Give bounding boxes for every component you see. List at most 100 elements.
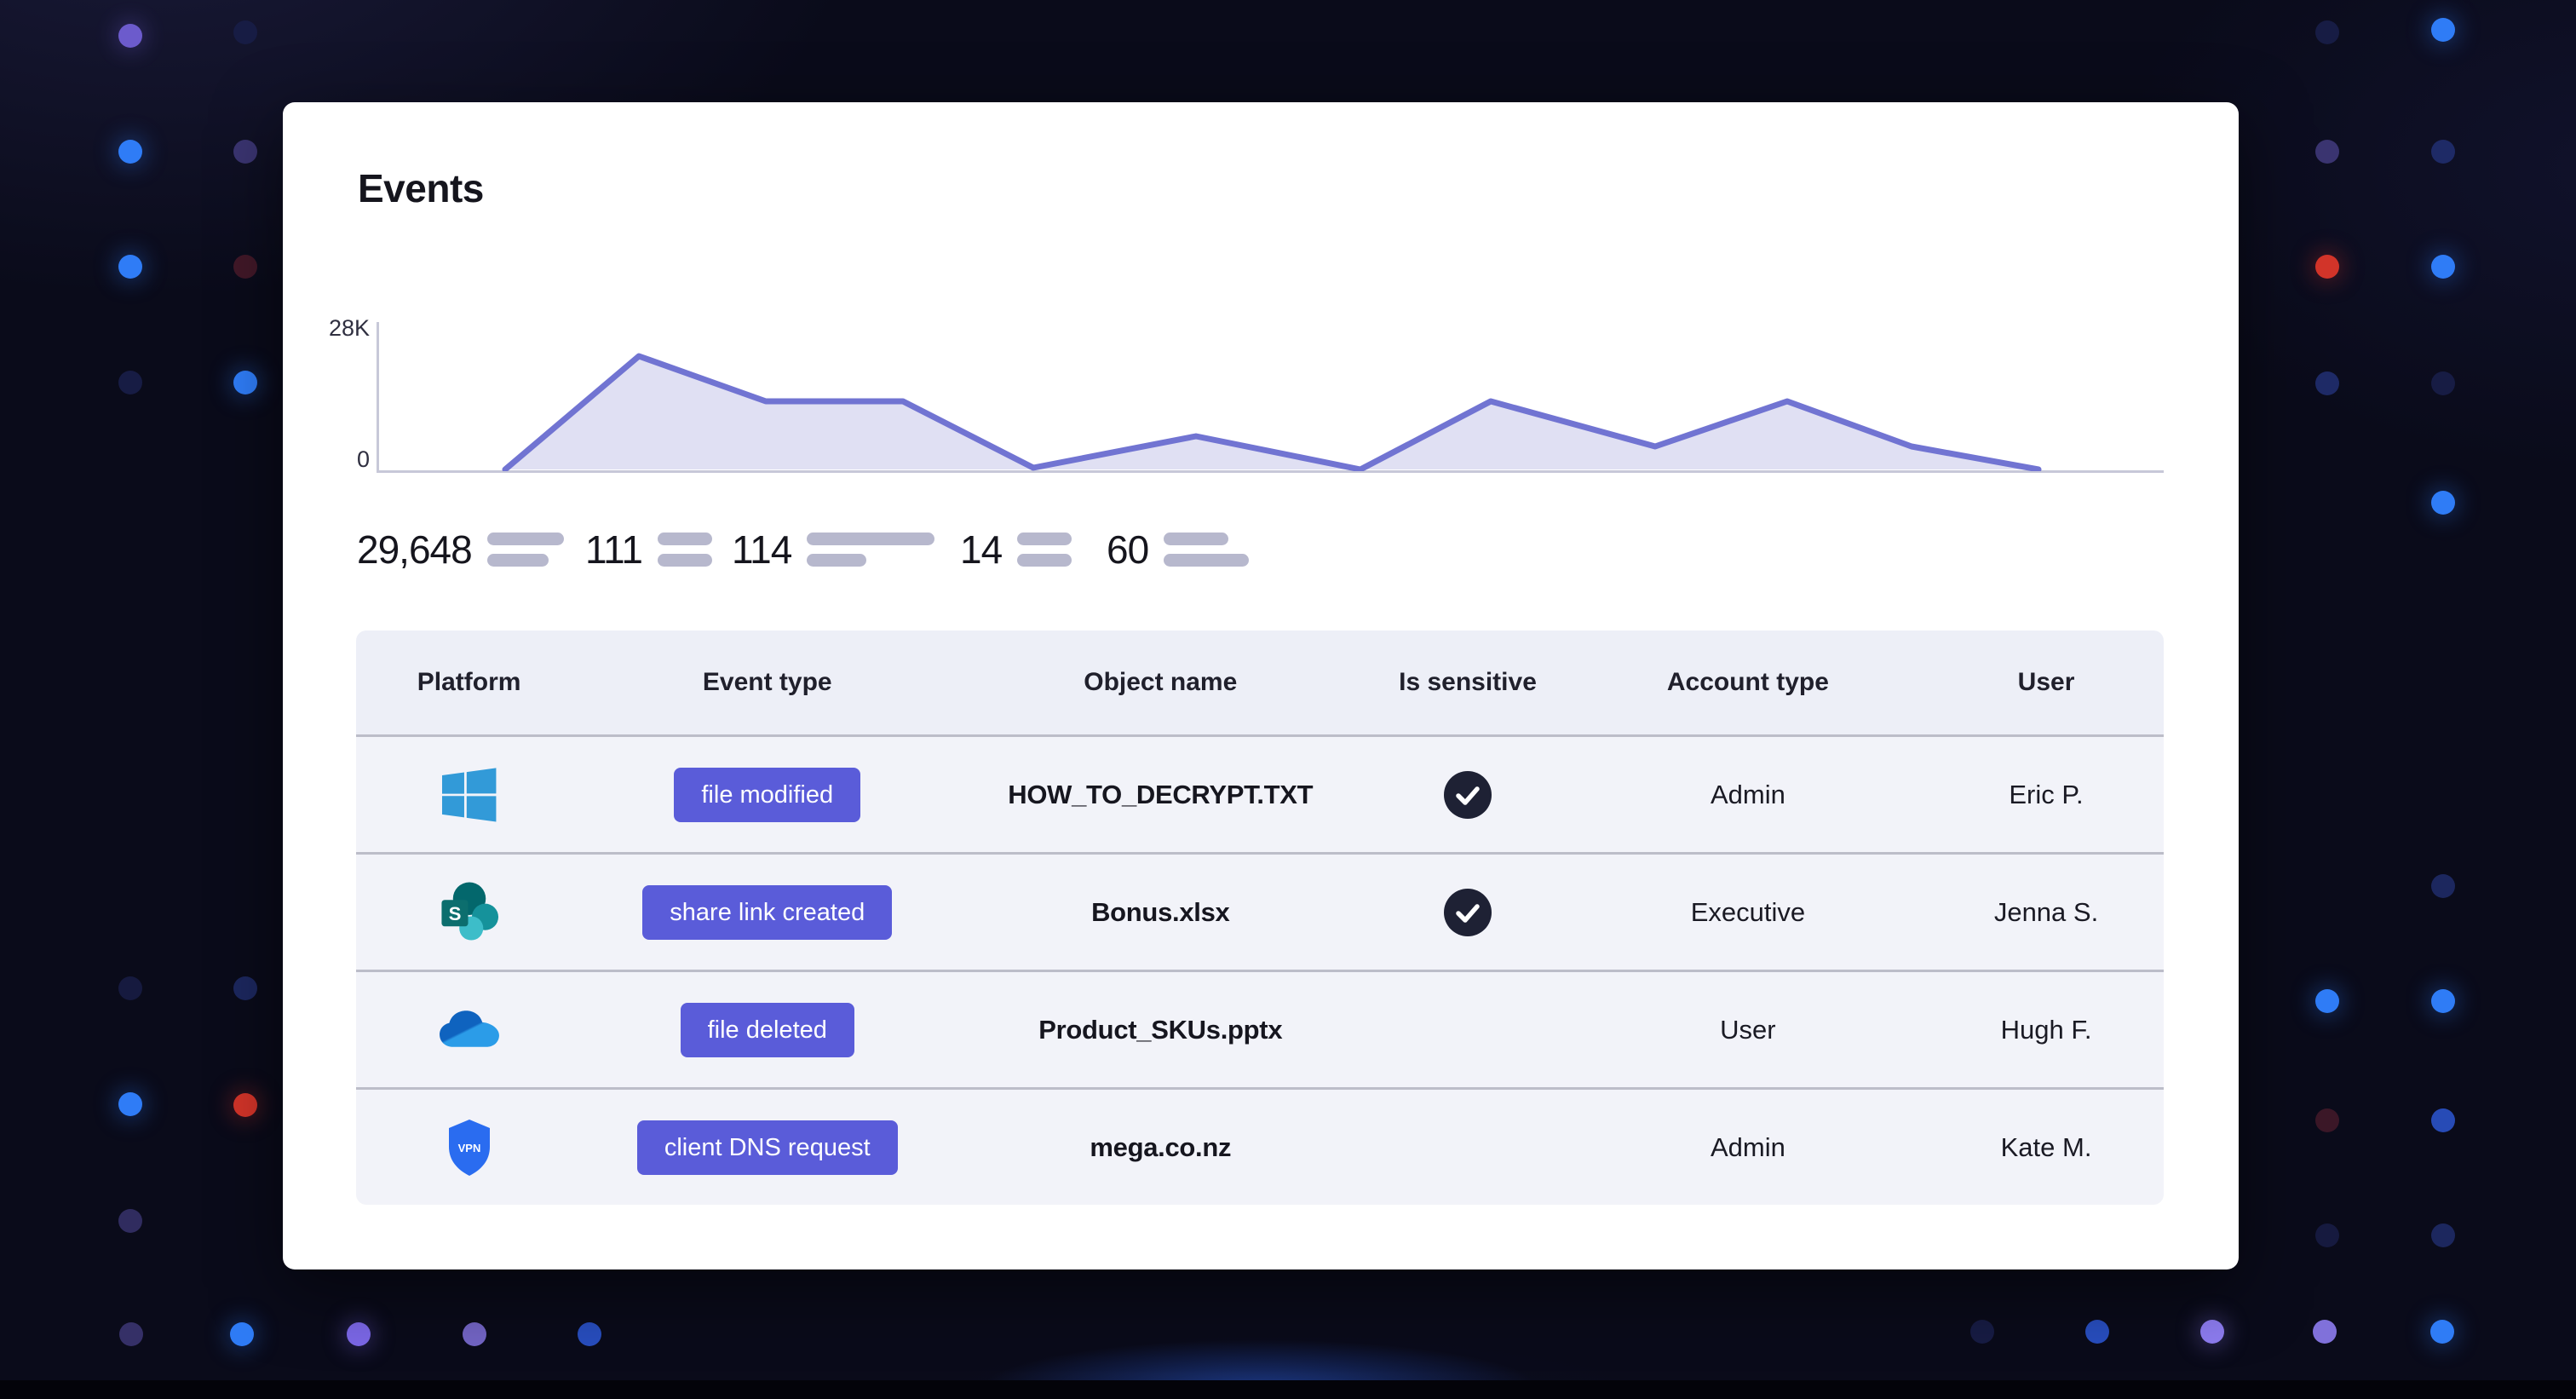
redacted-label-bar xyxy=(486,533,564,545)
background-dot xyxy=(2315,1108,2339,1132)
redacted-label-bar xyxy=(1164,554,1250,567)
redacted-label-bar xyxy=(1164,533,1229,545)
redacted-label-bar xyxy=(486,554,549,567)
background-dot xyxy=(118,24,142,48)
events-area-chart xyxy=(502,353,2042,471)
background-dot xyxy=(233,140,257,164)
background-dot xyxy=(2313,1320,2337,1344)
background-dot xyxy=(2085,1320,2109,1344)
event-type-badge: share link created xyxy=(642,884,893,940)
redacted-label xyxy=(807,533,935,567)
table-row[interactable]: file modified HOW_TO_DECRYPT.TXT Admin E… xyxy=(356,734,2164,852)
background-dot xyxy=(2431,989,2455,1013)
column-header-is-sensitive: Is sensitive xyxy=(1399,668,1537,696)
redacted-label-bar xyxy=(1017,533,1072,545)
background-dot xyxy=(1970,1320,1994,1344)
redacted-label xyxy=(1017,533,1072,567)
redacted-label-bar xyxy=(1017,554,1072,567)
sharepoint-icon: S xyxy=(438,881,501,944)
background-dot xyxy=(2431,140,2455,164)
background-dot xyxy=(2431,255,2455,279)
column-header-platform: Platform xyxy=(417,668,521,696)
stat-value: 114 xyxy=(732,527,792,572)
account-type: User xyxy=(1720,1014,1776,1045)
background-dot xyxy=(2431,491,2455,515)
stat-metric-5: 60 xyxy=(1107,524,1250,575)
background-dot xyxy=(118,371,142,394)
event-type-badge: file modified xyxy=(674,767,861,822)
stat-total-events: 29,648 xyxy=(357,524,564,575)
background-dot xyxy=(2315,989,2339,1013)
background-dot xyxy=(578,1322,601,1346)
background-dot xyxy=(2200,1320,2224,1344)
table-row[interactable]: S share link created Bonus.xlsx Executiv… xyxy=(356,852,2164,970)
events-card: Events 28K 0 29,648 111 114 14 60 xyxy=(283,102,2239,1269)
background-dot xyxy=(118,1209,142,1233)
background-dot xyxy=(2315,20,2339,44)
redacted-label-bar xyxy=(657,554,712,567)
windows-icon xyxy=(441,767,497,822)
column-header-object-name: Object name xyxy=(1084,668,1238,696)
background-dot xyxy=(233,976,257,1000)
background-dot xyxy=(118,255,142,279)
y-axis-line xyxy=(377,322,379,473)
background-dot xyxy=(2431,371,2455,395)
background-dot xyxy=(2431,18,2455,42)
y-axis-label-max: 28K xyxy=(328,315,370,341)
table-row[interactable]: file deleted Product_SKUs.pptx User Hugh… xyxy=(356,970,2164,1087)
background-dot xyxy=(118,140,142,164)
page-title: Events xyxy=(358,166,484,210)
background-dot xyxy=(119,1322,143,1346)
column-header-event-type: Event type xyxy=(702,668,832,696)
background-dot xyxy=(463,1322,486,1346)
onedrive-icon xyxy=(437,1009,502,1051)
sensitive-check-icon xyxy=(1444,888,1492,936)
sensitive-check-icon xyxy=(1444,770,1492,819)
events-table: Platform Event type Object name Is sensi… xyxy=(356,630,2164,1205)
table-row[interactable]: VPN client DNS request mega.co.nz Admin … xyxy=(356,1087,2164,1205)
user-name: Kate M. xyxy=(2000,1131,2092,1162)
bottom-strip xyxy=(0,1380,2576,1399)
redacted-label xyxy=(486,533,564,567)
background-dot xyxy=(233,255,257,279)
event-type-badge: file deleted xyxy=(680,1002,854,1057)
stat-value: 29,648 xyxy=(357,527,473,572)
object-name: Product_SKUs.pptx xyxy=(1038,1014,1283,1045)
stat-metric-3: 114 xyxy=(732,524,935,575)
user-name: Eric P. xyxy=(2009,779,2084,809)
account-type: Admin xyxy=(1710,1131,1785,1162)
background-dot xyxy=(2430,1320,2454,1344)
redacted-label-bar xyxy=(657,533,712,545)
stat-value: 60 xyxy=(1107,527,1149,572)
user-name: Hugh F. xyxy=(2000,1014,2092,1045)
stat-value: 14 xyxy=(960,527,1003,572)
account-type: Executive xyxy=(1690,896,1806,927)
stat-metric-2: 111 xyxy=(585,524,712,575)
redacted-label-bar xyxy=(807,533,935,545)
column-header-account-type: Account type xyxy=(1666,668,1829,696)
background-dot xyxy=(233,20,257,44)
table-header: Platform Event type Object name Is sensi… xyxy=(356,630,2164,734)
background-dot xyxy=(233,371,257,394)
background-dot xyxy=(2315,1223,2339,1247)
svg-text:VPN: VPN xyxy=(457,1142,480,1154)
background-dot xyxy=(2315,255,2339,279)
background-dot xyxy=(118,976,142,1000)
svg-text:S: S xyxy=(448,902,461,924)
background-dot xyxy=(230,1322,254,1346)
x-axis-line xyxy=(377,470,2164,473)
background-dot xyxy=(2431,1223,2455,1247)
y-axis-label-zero: 0 xyxy=(356,446,370,472)
stat-metric-4: 14 xyxy=(960,524,1072,575)
account-type: Admin xyxy=(1710,779,1785,809)
background-dot xyxy=(2315,140,2339,164)
background-dot xyxy=(2315,371,2339,395)
background-dot xyxy=(118,1092,142,1116)
redacted-label xyxy=(657,533,712,567)
object-name: HOW_TO_DECRYPT.TXT xyxy=(1008,779,1314,809)
redacted-label-bar xyxy=(807,554,867,567)
stat-value: 111 xyxy=(585,527,643,572)
object-name: Bonus.xlsx xyxy=(1091,896,1230,927)
redacted-label xyxy=(1164,533,1250,567)
